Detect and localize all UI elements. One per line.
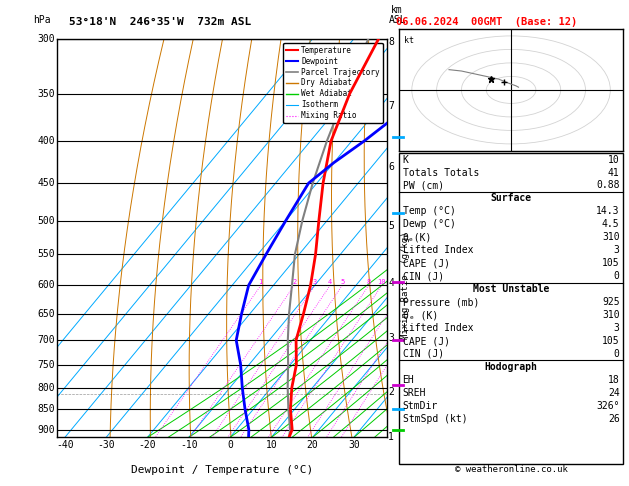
Text: EH: EH <box>403 375 415 385</box>
Text: 18: 18 <box>608 375 620 385</box>
Text: 105: 105 <box>602 336 620 346</box>
Text: hPa: hPa <box>33 15 51 25</box>
Text: 06.06.2024  00GMT  (Base: 12): 06.06.2024 00GMT (Base: 12) <box>396 17 577 27</box>
Text: 310: 310 <box>602 310 620 320</box>
Text: km
ASL: km ASL <box>388 5 406 25</box>
Text: Surface: Surface <box>491 193 532 204</box>
Text: 400: 400 <box>38 136 55 146</box>
Text: 0: 0 <box>614 349 620 359</box>
Text: 20: 20 <box>307 440 318 450</box>
Text: 10: 10 <box>608 155 620 165</box>
Text: 300: 300 <box>38 34 55 44</box>
Text: 8: 8 <box>367 279 370 285</box>
Text: K: K <box>403 155 408 165</box>
Text: 4: 4 <box>328 279 332 285</box>
Text: 450: 450 <box>38 178 55 188</box>
Text: 10: 10 <box>265 440 277 450</box>
Text: 326°: 326° <box>596 401 620 411</box>
Text: 1: 1 <box>259 279 263 285</box>
Text: 14.3: 14.3 <box>596 207 620 216</box>
Text: 600: 600 <box>38 280 55 291</box>
Text: 3: 3 <box>313 279 317 285</box>
Text: Pressure (mb): Pressure (mb) <box>403 297 479 307</box>
Text: 4.5: 4.5 <box>602 219 620 229</box>
Text: Dewpoint / Temperature (°C): Dewpoint / Temperature (°C) <box>131 465 313 475</box>
Text: 2: 2 <box>292 279 296 285</box>
Text: 2: 2 <box>388 387 394 397</box>
Text: 30: 30 <box>348 440 360 450</box>
Text: Lifted Index: Lifted Index <box>403 323 473 333</box>
Text: 10: 10 <box>377 279 386 285</box>
Text: 7: 7 <box>388 101 394 111</box>
Text: 850: 850 <box>38 404 55 414</box>
Text: © weatheronline.co.uk: © weatheronline.co.uk <box>455 465 567 474</box>
Text: Dewp (°C): Dewp (°C) <box>403 219 455 229</box>
Text: Mixing Ratio  (g/kg): Mixing Ratio (g/kg) <box>401 232 410 339</box>
Text: 700: 700 <box>38 335 55 345</box>
Text: 800: 800 <box>38 382 55 393</box>
Text: Totals Totals: Totals Totals <box>403 168 479 177</box>
Legend: Temperature, Dewpoint, Parcel Trajectory, Dry Adiabat, Wet Adiabat, Isotherm, Mi: Temperature, Dewpoint, Parcel Trajectory… <box>283 43 383 123</box>
Text: 550: 550 <box>38 249 55 260</box>
Text: 105: 105 <box>602 258 620 268</box>
Text: 41: 41 <box>608 168 620 177</box>
Text: 350: 350 <box>38 89 55 99</box>
Text: 8: 8 <box>388 37 394 48</box>
Text: 5: 5 <box>340 279 344 285</box>
Text: Most Unstable: Most Unstable <box>473 284 549 294</box>
Text: 4: 4 <box>388 278 394 288</box>
Text: CIN (J): CIN (J) <box>403 271 443 281</box>
Text: 3: 3 <box>388 333 394 343</box>
Text: StmDir: StmDir <box>403 401 438 411</box>
Text: 0.88: 0.88 <box>596 180 620 191</box>
Text: -20: -20 <box>138 440 156 450</box>
Text: 925: 925 <box>602 297 620 307</box>
Text: 0: 0 <box>227 440 233 450</box>
Text: Lifted Index: Lifted Index <box>403 245 473 255</box>
Text: 0: 0 <box>614 271 620 281</box>
Text: 5: 5 <box>388 221 394 231</box>
Text: CAPE (J): CAPE (J) <box>403 258 450 268</box>
Text: 310: 310 <box>602 232 620 243</box>
Text: 6: 6 <box>388 162 394 172</box>
Text: StmSpd (kt): StmSpd (kt) <box>403 414 467 424</box>
Text: SREH: SREH <box>403 388 426 398</box>
Text: 500: 500 <box>38 216 55 226</box>
Text: 3: 3 <box>614 245 620 255</box>
Text: kt: kt <box>404 36 415 45</box>
Text: -10: -10 <box>180 440 198 450</box>
Text: 1: 1 <box>388 433 394 442</box>
Text: Hodograph: Hodograph <box>484 362 538 372</box>
Text: CAPE (J): CAPE (J) <box>403 336 450 346</box>
Text: -30: -30 <box>97 440 115 450</box>
Text: 750: 750 <box>38 360 55 370</box>
Text: θₑ (K): θₑ (K) <box>403 310 438 320</box>
Text: 26: 26 <box>608 414 620 424</box>
Text: -40: -40 <box>56 440 74 450</box>
Text: 650: 650 <box>38 309 55 319</box>
Text: 900: 900 <box>38 425 55 434</box>
Text: θₑ(K): θₑ(K) <box>403 232 432 243</box>
Text: Temp (°C): Temp (°C) <box>403 207 455 216</box>
Text: PW (cm): PW (cm) <box>403 180 443 191</box>
Text: 53°18'N  246°35'W  732m ASL: 53°18'N 246°35'W 732m ASL <box>69 17 252 27</box>
Text: 3: 3 <box>614 323 620 333</box>
Text: CIN (J): CIN (J) <box>403 349 443 359</box>
Text: 24: 24 <box>608 388 620 398</box>
